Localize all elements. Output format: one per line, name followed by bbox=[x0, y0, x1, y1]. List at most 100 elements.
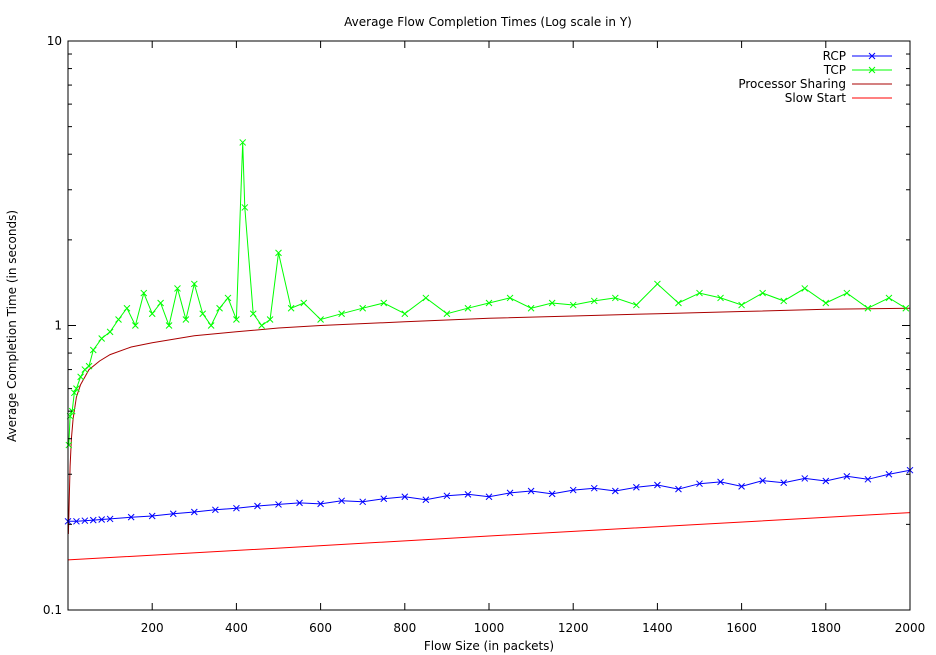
data-point-tcp bbox=[199, 310, 207, 318]
data-point-rcp bbox=[106, 515, 114, 523]
x-tick-label: 400 bbox=[225, 621, 248, 635]
data-point-rcp bbox=[275, 501, 282, 508]
data-point-tcp bbox=[85, 362, 93, 370]
data-point-tcp bbox=[843, 289, 851, 297]
data-point-rcp bbox=[296, 499, 303, 507]
legend-marker bbox=[868, 66, 876, 74]
data-point-tcp bbox=[527, 304, 535, 312]
data-point-rcp bbox=[338, 497, 346, 505]
data-point-rcp bbox=[443, 492, 451, 500]
data-point-tcp bbox=[89, 346, 97, 354]
data-point-rcp bbox=[632, 483, 640, 491]
data-point-tcp bbox=[632, 301, 640, 309]
y-tick-label: 1 bbox=[54, 319, 62, 333]
data-point-tcp bbox=[249, 310, 257, 318]
data-point-rcp bbox=[717, 478, 724, 486]
data-point-rcp bbox=[527, 487, 535, 495]
data-point-rcp bbox=[317, 500, 324, 508]
data-point-rcp bbox=[254, 502, 261, 510]
data-point-tcp bbox=[123, 304, 131, 312]
data-point-tcp bbox=[359, 304, 367, 312]
x-tick-label: 1400 bbox=[642, 621, 673, 635]
data-point-tcp bbox=[696, 289, 703, 297]
data-point-rcp bbox=[233, 504, 240, 512]
data-point-tcp bbox=[68, 407, 76, 415]
data-point-tcp bbox=[654, 280, 661, 288]
plot-area bbox=[64, 139, 914, 561]
data-point-tcp bbox=[317, 316, 324, 323]
data-point-tcp bbox=[207, 322, 215, 329]
x-tick-label: 2000 bbox=[895, 621, 926, 635]
data-point-rcp bbox=[169, 510, 177, 518]
data-point-tcp bbox=[148, 310, 156, 318]
data-point-tcp bbox=[65, 441, 73, 449]
data-point-tcp bbox=[287, 304, 295, 312]
data-point-tcp bbox=[70, 389, 78, 397]
axes: 200 400 600 800 1000 1200 1400 1600 1800 2000 0.1 1… bbox=[43, 34, 925, 635]
data-point-tcp bbox=[241, 204, 249, 211]
data-point-tcp bbox=[780, 297, 788, 305]
data-point-rcp bbox=[148, 512, 156, 520]
data-point-rcp bbox=[506, 489, 514, 497]
data-point-rcp bbox=[89, 516, 97, 524]
data-point-tcp bbox=[506, 294, 514, 302]
data-point-tcp bbox=[422, 294, 430, 302]
data-point-rcp bbox=[485, 493, 493, 501]
y-tick-label: 10 bbox=[47, 34, 62, 48]
legend-label: RCP bbox=[823, 49, 846, 63]
data-point-tcp bbox=[464, 304, 472, 312]
data-point-rcp bbox=[654, 481, 661, 489]
data-point-rcp bbox=[401, 493, 409, 501]
data-point-tcp bbox=[738, 301, 745, 309]
data-point-tcp bbox=[300, 299, 308, 307]
data-point-tcp bbox=[132, 322, 139, 329]
data-point-tcp bbox=[157, 299, 164, 307]
data-point-tcp bbox=[239, 139, 247, 146]
data-point-tcp bbox=[106, 328, 114, 336]
data-point-rcp bbox=[81, 517, 89, 525]
data-point-tcp bbox=[140, 289, 148, 297]
data-point-tcp bbox=[190, 280, 198, 288]
data-point-tcp bbox=[338, 310, 346, 318]
data-point-tcp bbox=[380, 299, 388, 307]
data-point-rcp bbox=[780, 479, 788, 487]
data-point-rcp bbox=[738, 483, 745, 490]
data-point-rcp bbox=[211, 506, 219, 514]
data-point-tcp bbox=[165, 322, 173, 329]
data-point-tcp bbox=[77, 373, 84, 381]
data-point-rcp bbox=[822, 477, 830, 485]
data-point-rcp bbox=[759, 477, 767, 484]
data-point-tcp bbox=[717, 294, 724, 302]
data-point-tcp bbox=[759, 289, 767, 297]
data-point-rcp bbox=[98, 516, 106, 523]
data-point-tcp bbox=[115, 316, 122, 323]
y-axis-label: Average Completion Time (in seconds) bbox=[5, 210, 19, 442]
data-point-rcp bbox=[422, 496, 430, 504]
legend-label: Processor Sharing bbox=[738, 77, 846, 91]
data-point-tcp bbox=[73, 385, 80, 392]
series-line-rcp bbox=[68, 469, 911, 522]
data-point-tcp bbox=[182, 316, 190, 323]
x-tick-label: 1800 bbox=[811, 621, 842, 635]
data-point-tcp bbox=[885, 294, 893, 302]
data-point-tcp bbox=[822, 299, 830, 307]
data-point-rcp bbox=[380, 495, 388, 503]
data-point-rcp bbox=[843, 472, 851, 480]
data-point-tcp bbox=[275, 249, 282, 257]
data-point-tcp bbox=[590, 297, 598, 305]
series-line-slow-start bbox=[67, 512, 911, 561]
data-point-tcp bbox=[224, 294, 232, 302]
data-point-tcp bbox=[485, 299, 493, 307]
data-point-rcp bbox=[801, 475, 809, 482]
data-point-tcp bbox=[569, 301, 577, 309]
data-point-tcp bbox=[801, 285, 809, 292]
data-point-rcp bbox=[675, 485, 682, 493]
data-point-tcp bbox=[98, 335, 106, 342]
data-point-tcp bbox=[233, 316, 240, 323]
data-point-rcp bbox=[864, 475, 872, 483]
x-axis-label: Flow Size (in packets) bbox=[424, 639, 554, 653]
data-point-rcp bbox=[127, 513, 135, 521]
